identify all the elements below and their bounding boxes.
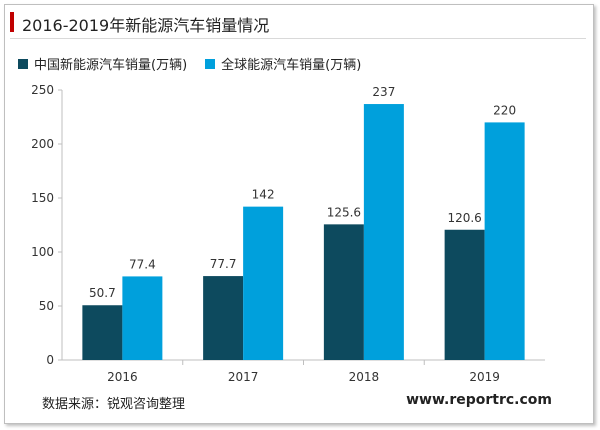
bar-china-2018 — [323, 224, 364, 360]
data-label-global-2017: 142 — [252, 188, 275, 202]
bar-global-2018 — [363, 104, 404, 360]
data-label-china-2016: 50.7 — [89, 286, 116, 300]
title-accent-bar — [10, 12, 14, 32]
legend-item-china: 中国新能源汽车销量(万辆) — [18, 54, 187, 73]
x-tick-label: 2016 — [107, 370, 138, 384]
data-label-global-2019: 220 — [493, 103, 516, 117]
y-tick-label: 150 — [31, 191, 54, 205]
legend-swatch-global — [205, 58, 216, 69]
bar-global-2019 — [484, 122, 525, 361]
title-divider — [10, 38, 586, 39]
y-tick-label: 250 — [31, 83, 54, 97]
data-source: 数据来源：锐观咨询整理 — [42, 397, 186, 412]
x-tick-label: 2019 — [469, 370, 500, 384]
legend-swatch-china — [18, 58, 28, 69]
legend-label-global: 全球能源汽车销量(万辆) — [221, 58, 362, 73]
bar-china-2016 — [82, 305, 123, 360]
y-tick-label: 0 — [46, 353, 54, 367]
x-tick-label: 2017 — [228, 370, 259, 384]
data-label-global-2016: 77.4 — [129, 257, 156, 271]
bar-china-2017 — [203, 276, 244, 360]
bar-global-2016 — [122, 276, 163, 360]
y-tick-label: 200 — [31, 137, 54, 151]
website-watermark: www.reportrc.com — [406, 392, 552, 408]
title-bar: 2016-2019年新能源汽车销量情况 — [4, 4, 592, 39]
y-tick-label: 100 — [31, 245, 54, 259]
data-label-china-2017: 77.7 — [210, 257, 237, 271]
bar-global-2017 — [243, 206, 284, 360]
y-tick-label: 50 — [39, 299, 54, 313]
legend-label-china: 中国新能源汽车销量(万辆) — [34, 58, 188, 73]
legend: 中国新能源汽车销量(万辆) 全球能源汽车销量(万辆) — [18, 54, 379, 73]
x-tick-label: 2018 — [349, 370, 380, 384]
data-label-global-2018: 237 — [372, 85, 395, 99]
legend-item-global: 全球能源汽车销量(万辆) — [205, 54, 361, 73]
bar-china-2019 — [444, 229, 485, 360]
data-label-china-2018: 125.6 — [327, 205, 361, 219]
chart-title: 2016-2019年新能源汽车销量情况 — [22, 16, 270, 35]
data-label-china-2019: 120.6 — [447, 211, 481, 225]
